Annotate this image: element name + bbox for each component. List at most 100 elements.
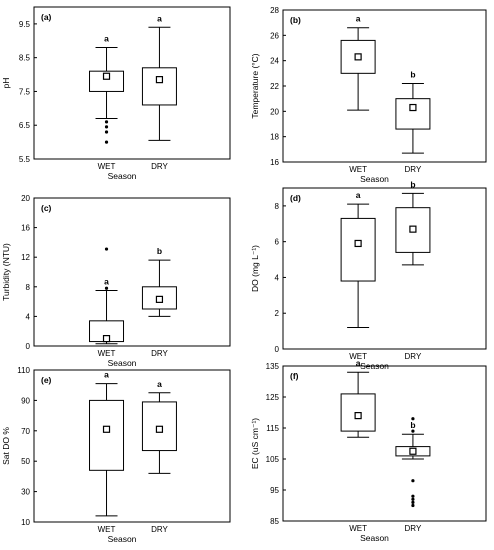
outlier-point — [104, 120, 109, 124]
y-tick-label: 5.5 — [19, 155, 31, 164]
outlier-point — [411, 500, 415, 504]
y-axis-label: Temperature (°C) — [250, 53, 260, 118]
y-tick-label: 125 — [266, 393, 280, 402]
significance-letter: a — [356, 190, 361, 200]
y-tick-label: 85 — [270, 517, 279, 526]
panel-frame-3 — [282, 187, 487, 350]
y-tick-label: 30 — [21, 488, 30, 497]
mean-marker — [102, 425, 111, 433]
mean-marker — [102, 72, 111, 80]
y-tick-label: 70 — [21, 427, 30, 436]
x-tick-label: DRY — [151, 349, 168, 358]
y-tick-label: 95 — [270, 486, 279, 495]
mean-marker — [409, 103, 417, 112]
y-tick-label: 26 — [270, 31, 279, 40]
mean-marker — [354, 239, 362, 248]
x-tick-label: WET — [349, 165, 367, 174]
y-tick-label: 8 — [275, 202, 280, 211]
x-tick-label: DRY — [151, 162, 168, 171]
y-tick-label: 9.5 — [19, 20, 31, 29]
y-tick-label: 50 — [21, 457, 30, 466]
significance-letter: a — [104, 34, 109, 44]
y-tick-label: 18 — [270, 133, 279, 142]
y-axis-label: EC (uS cm⁻¹) — [250, 418, 260, 469]
significance-letter: a — [157, 379, 162, 389]
x-tick-label: WET — [349, 524, 367, 533]
y-tick-label: 4 — [275, 273, 280, 282]
x-axis-label: Season — [360, 533, 389, 543]
panel-frame-4 — [33, 369, 231, 523]
x-tick-label: DRY — [405, 165, 422, 174]
mean-marker — [155, 295, 164, 303]
outlier-point — [104, 130, 109, 134]
significance-letter: b — [157, 246, 162, 256]
y-axis-label: Turbidity (NTU) — [1, 243, 11, 301]
y-tick-label: 6.5 — [19, 121, 31, 130]
significance-letter: b — [410, 69, 415, 79]
x-tick-label: WET — [98, 162, 116, 171]
y-tick-label: 8.5 — [19, 54, 31, 63]
iqr-box — [395, 98, 431, 130]
y-tick-label: 16 — [270, 158, 279, 167]
panel-label: (c) — [41, 203, 52, 213]
panel-frame-0 — [33, 6, 231, 160]
outlier-point — [104, 125, 109, 129]
x-axis-label: Season — [108, 534, 137, 544]
outlier-point — [411, 429, 415, 433]
mean-marker — [354, 412, 362, 420]
iqr-box — [395, 207, 431, 253]
x-tick-label: DRY — [151, 525, 168, 534]
y-tick-label: 22 — [270, 82, 279, 91]
significance-letter: a — [356, 14, 361, 24]
y-axis-label: Sat DO % — [1, 427, 11, 465]
y-axis-label: pH — [1, 78, 11, 89]
mean-marker — [409, 447, 417, 455]
significance-letter: a — [104, 370, 109, 380]
outlier-point — [411, 494, 415, 498]
x-tick-label: WET — [98, 349, 116, 358]
y-tick-label: 2 — [275, 309, 280, 318]
y-tick-label: 20 — [270, 107, 279, 116]
panel-label: (a) — [41, 12, 52, 22]
panel-frame-1 — [282, 9, 487, 163]
y-tick-label: 115 — [266, 424, 279, 433]
y-tick-label: 0 — [26, 342, 31, 351]
x-tick-label: WET — [349, 352, 367, 361]
x-tick-label: DRY — [405, 524, 422, 533]
mean-marker — [155, 76, 164, 84]
panel-label: (e) — [41, 375, 52, 385]
y-tick-label: 90 — [21, 396, 30, 405]
y-tick-label: 8 — [26, 283, 31, 292]
outlier-point — [411, 479, 415, 483]
significance-letter: a — [157, 13, 162, 23]
y-tick-label: 28 — [270, 6, 279, 15]
x-tick-label: DRY — [405, 352, 422, 361]
mean-marker — [155, 425, 164, 433]
outlier-point — [411, 417, 415, 421]
iqr-box — [89, 70, 125, 92]
outlier-point — [411, 503, 415, 508]
y-tick-label: 105 — [266, 455, 280, 464]
significance-letter: b — [410, 179, 415, 189]
significance-letter: a — [356, 358, 361, 368]
y-tick-label: 16 — [21, 224, 30, 233]
panel-label: (b) — [290, 15, 301, 25]
y-tick-label: 20 — [21, 194, 30, 203]
significance-letter: b — [410, 420, 415, 430]
y-tick-label: 7.5 — [19, 87, 31, 96]
y-tick-label: 110 — [17, 366, 30, 375]
mean-marker — [102, 335, 111, 343]
y-axis-label: DO (mg L⁻¹) — [250, 245, 260, 292]
iqr-box — [141, 67, 177, 106]
y-tick-label: 4 — [26, 312, 31, 321]
outlier-point — [104, 247, 109, 251]
mean-marker — [409, 225, 417, 233]
y-tick-label: 24 — [270, 57, 279, 66]
panel-frame-5 — [282, 365, 487, 522]
y-tick-label: 0 — [275, 345, 280, 354]
panel-frame-2 — [33, 197, 231, 347]
x-axis-label: Season — [360, 174, 389, 184]
y-tick-label: 12 — [21, 253, 30, 262]
panel-label: (d) — [290, 193, 301, 203]
